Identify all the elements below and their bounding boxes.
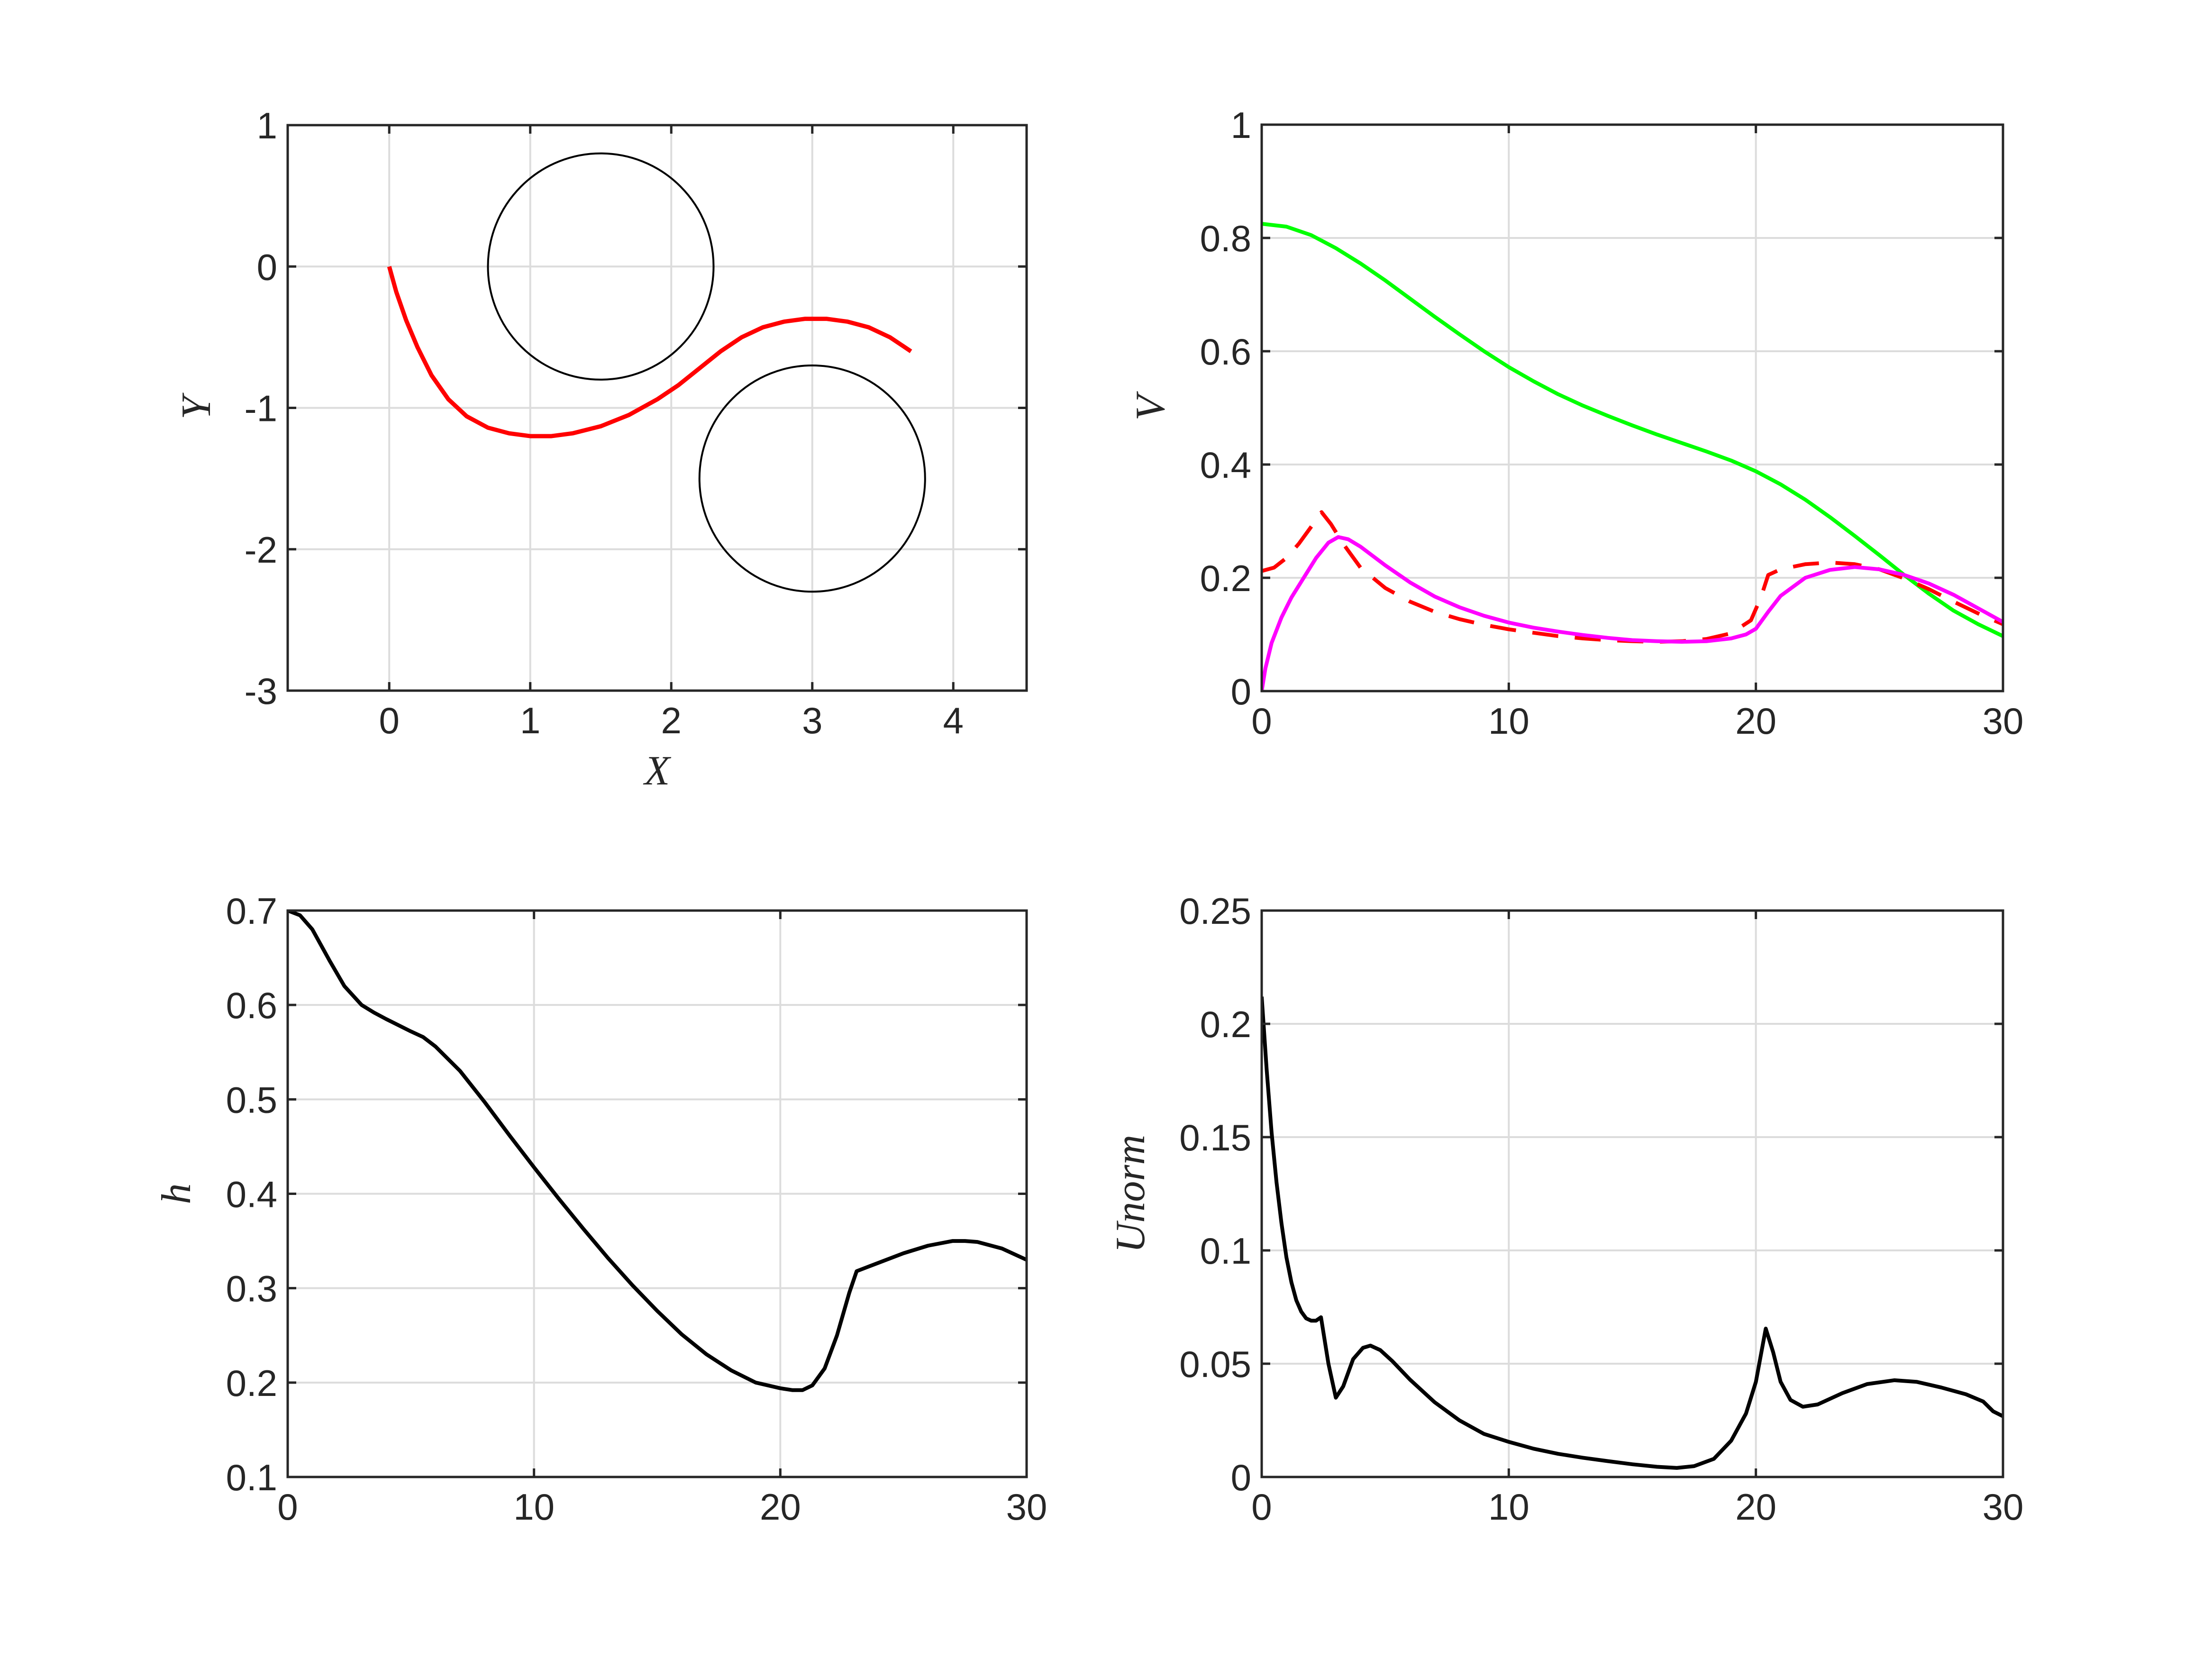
obstacle-1-circle [487,152,715,381]
axes-frame [1260,909,2004,1478]
x-tick-label: 10 [1488,700,1529,742]
x-tick-label: 0 [1251,1486,1272,1528]
y-axis-ticks: 0 0.2 0.4 0.6 0.8 1 [1200,104,2003,712]
x-tick-label: 4 [943,700,964,741]
x-axis-label: X [643,748,672,794]
x-tick-label: 20 [1735,700,1776,742]
series-path-line [387,266,912,438]
x-tick-label: 10 [513,1486,555,1528]
y-tick-label: 0.1 [1200,1230,1251,1272]
x-axis-ticks: 0 10 20 30 [277,911,1047,1528]
y-axis-ticks: -3 -2 -1 0 1 [245,105,1027,712]
y-tick-label: 1 [257,105,277,146]
y-tick-label: -3 [245,670,277,712]
y-tick-label: 0.4 [226,1174,277,1215]
x-tick-label: 3 [802,700,822,741]
axes-box [1260,909,2004,1478]
axes-box [1260,123,2004,693]
series-h-line [288,911,1027,1392]
y-axis-ticks: 0.1 0.2 0.3 0.4 0.5 0.6 0.7 [226,890,1027,1498]
y-tick-label: 0 [257,246,277,288]
y-tick-label: 0 [1231,671,1251,712]
x-tick-label: 20 [1735,1486,1776,1528]
x-tick-label: 30 [1006,1486,1047,1528]
y-tick-label: 0.5 [226,1079,277,1121]
series-Unorm-line [1262,996,2003,1470]
subplot-h: 0 10 20 30 0.1 0.2 0.3 0.4 0.5 0.6 0.7 h [154,890,1047,1528]
y-tick-label: 0.6 [1200,331,1251,373]
axes-frame [1260,123,2004,693]
y-tick-label: 0.1 [226,1457,277,1498]
y-axis-label: h [154,1184,200,1204]
x-tick-label: 0 [379,700,400,741]
y-axis-label: Unorm [1108,1135,1154,1253]
y-axis-ticks: 0 0.05 0.1 0.15 0.2 0.25 [1179,890,2003,1498]
x-tick-label: 30 [1983,1486,2024,1528]
x-tick-label: 10 [1488,1486,1529,1528]
y-tick-label: 0.2 [226,1362,277,1404]
y-tick-label: -2 [245,529,277,571]
subplot-trajectory: 0 1 2 3 4 -3 -2 -1 0 1 X Y [173,105,1028,794]
y-tick-label: 0.2 [1200,1003,1251,1045]
y-tick-label: 0 [1231,1457,1251,1498]
y-tick-label: 0.7 [226,890,277,932]
x-tick-label: 0 [1251,700,1272,742]
x-axis-ticks: 0 10 20 30 [1251,911,2023,1528]
subplot-velocity: 0 10 20 30 0 0.2 0.4 0.6 0.8 1 V [1128,104,2023,742]
x-tick-label: 20 [760,1486,801,1528]
x-tick-label: 30 [1983,700,2024,742]
series-green-line [1262,222,2003,638]
y-tick-label: -1 [245,388,277,429]
y-axis-label: V [1128,391,1174,420]
x-tick-label: 0 [277,1486,298,1528]
y-tick-label: 0.4 [1200,444,1251,486]
y-tick-label: 0.15 [1179,1117,1251,1158]
plot-area [387,152,926,593]
y-axis-label: Y [173,392,219,419]
y-tick-label: 0.8 [1200,218,1251,259]
plot-area [288,911,1027,1392]
y-tick-label: 0.2 [1200,557,1251,599]
y-tick-label: 1 [1231,104,1251,146]
x-axis-ticks: 0 1 2 3 4 [379,125,964,741]
obstacle-2-circle [698,365,926,593]
series-magenta-line [1262,535,2003,691]
y-tick-label: 0.05 [1179,1343,1251,1385]
y-tick-label: 0.25 [1179,890,1251,932]
series-red-dashed-line [1262,510,2003,644]
subplot-unorm: 0 10 20 30 0 0.05 0.1 0.15 0.2 0.25 Unorm [1108,890,2023,1528]
plot-area [1262,222,2003,691]
x-tick-label: 1 [520,700,540,741]
plot-area [1262,996,2003,1470]
x-tick-label: 2 [661,700,682,741]
y-tick-label: 0.3 [226,1268,277,1310]
y-tick-label: 0.6 [226,984,277,1026]
x-axis-ticks: 0 10 20 30 [1251,125,2023,742]
